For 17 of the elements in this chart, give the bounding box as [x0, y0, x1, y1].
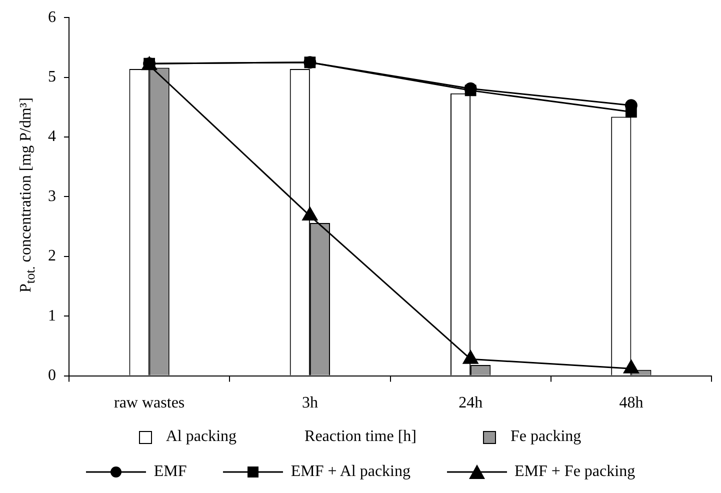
legend-label: EMF + Al packing — [290, 463, 410, 481]
y-tick-label: 6 — [48, 8, 56, 26]
y-tick-label: 4 — [48, 128, 56, 146]
legend-label: EMF + Fe packing — [514, 463, 636, 481]
y-tick-label: 1 — [48, 307, 56, 324]
x-tick-label: 24h — [458, 394, 483, 412]
y-tick-label: 3 — [48, 188, 56, 205]
y-tick-label: 0 — [48, 367, 56, 384]
x-axis-title: Reaction time [h] — [304, 428, 416, 446]
y-tick-label: 5 — [48, 68, 56, 86]
legend-label: Fe packing — [510, 428, 582, 446]
y-tick-label: 2 — [48, 248, 56, 265]
legend-label: EMF — [154, 463, 187, 481]
x-tick-label: 3h — [302, 394, 318, 412]
x-tick-label: 48h — [619, 394, 644, 412]
legend-label: Al packing — [166, 428, 237, 446]
x-tick-label: raw wastes — [114, 394, 185, 412]
